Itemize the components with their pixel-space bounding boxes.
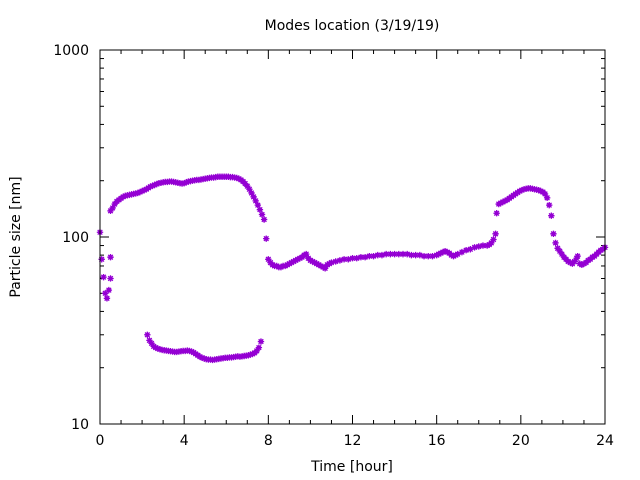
data-point <box>550 230 557 238</box>
y-tick-label: 1000 <box>53 43 89 59</box>
data-point <box>321 265 329 272</box>
x-tick-label: 12 <box>344 433 362 449</box>
axis-ticks <box>99 49 606 425</box>
data-point <box>340 256 348 263</box>
y-tick-label: 100 <box>62 230 89 246</box>
data-points <box>96 173 609 364</box>
data-point <box>571 258 578 265</box>
x-tick-label: 20 <box>512 433 530 449</box>
data-point <box>479 242 487 249</box>
x-axis-label: Time [hour] <box>310 459 393 475</box>
data-point <box>254 201 262 209</box>
data-point <box>541 190 549 198</box>
x-tick-label: 24 <box>596 433 614 449</box>
data-point <box>144 331 151 338</box>
data-point <box>265 256 272 263</box>
x-tick-label: 8 <box>264 433 273 449</box>
data-point <box>255 344 263 351</box>
data-point <box>399 250 407 258</box>
data-point <box>148 340 155 347</box>
data-point <box>467 246 474 253</box>
data-point <box>412 251 419 259</box>
data-point <box>391 250 398 258</box>
x-tick-label: 4 <box>180 433 189 449</box>
data-point <box>260 216 268 223</box>
data-point <box>244 182 251 190</box>
data-point <box>109 204 116 212</box>
y-axis-label: Particle size [nm] <box>8 176 24 297</box>
data-point <box>107 275 114 282</box>
data-point <box>252 197 259 205</box>
data-point <box>98 256 105 263</box>
data-point <box>552 239 559 247</box>
data-point <box>493 210 500 217</box>
data-point <box>253 347 260 355</box>
tick-labels: 0 4 8 12 16 20 24 10 100 1000 <box>53 43 614 449</box>
data-point <box>258 211 266 218</box>
y-tick-label: 10 <box>71 417 89 433</box>
chart-title: Modes location (3/19/19) <box>265 18 440 34</box>
data-point <box>420 252 428 260</box>
data-point <box>105 286 113 294</box>
data-point <box>546 201 553 209</box>
data-point <box>107 253 114 261</box>
x-tick-label: 16 <box>428 433 446 449</box>
plot-frame <box>99 49 606 425</box>
data-point <box>488 239 495 247</box>
data-point <box>357 253 365 261</box>
data-point <box>574 252 581 260</box>
data-point <box>366 252 373 260</box>
data-point <box>303 250 310 258</box>
data-point <box>543 194 551 202</box>
data-point <box>103 295 111 302</box>
data-point <box>374 251 381 259</box>
data-point <box>387 250 394 258</box>
data-point <box>263 235 270 242</box>
data-point <box>492 230 499 238</box>
data-point <box>458 248 466 256</box>
data-point <box>425 252 432 260</box>
data-point <box>490 236 497 243</box>
data-point <box>248 189 255 197</box>
data-point <box>548 212 555 219</box>
data-point <box>395 250 402 258</box>
data-point <box>100 273 107 281</box>
data-point <box>256 206 264 213</box>
data-point <box>250 193 257 201</box>
data-point <box>246 186 253 193</box>
data-point <box>257 338 265 345</box>
data-point <box>408 251 415 259</box>
data-point <box>349 255 356 262</box>
x-tick-label: 0 <box>96 433 105 449</box>
data-point <box>382 250 390 258</box>
data-point <box>558 250 566 258</box>
data-point <box>454 250 461 258</box>
